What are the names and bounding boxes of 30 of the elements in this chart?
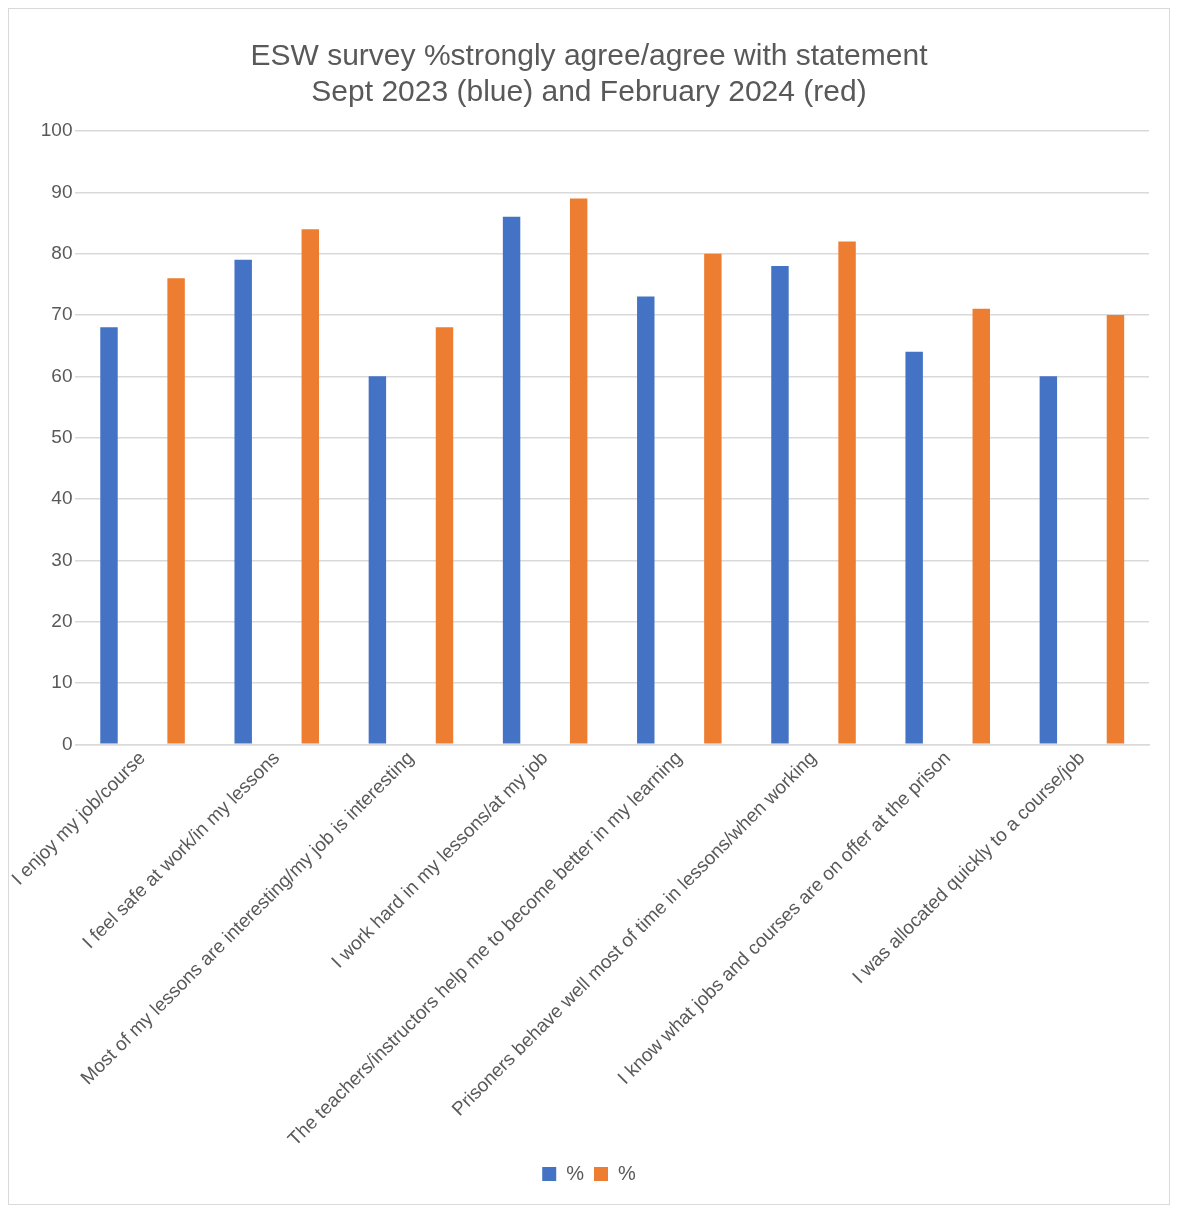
bar xyxy=(838,241,856,744)
y-tick-label: 0 xyxy=(61,732,73,754)
y-tick-label: 50 xyxy=(51,425,73,447)
y-tick-label: 20 xyxy=(51,609,73,631)
legend-label: % xyxy=(566,1161,585,1184)
y-tick-label: 60 xyxy=(51,364,73,386)
bar xyxy=(704,253,722,744)
y-tick-label: 30 xyxy=(51,548,73,570)
bar xyxy=(301,229,320,744)
bar xyxy=(1039,376,1058,744)
y-tick-label: 10 xyxy=(51,671,73,693)
y-tick-label: 80 xyxy=(51,241,73,263)
bar xyxy=(100,327,118,744)
bar xyxy=(167,278,185,744)
bar xyxy=(435,327,454,744)
chart-title: ESW survey %strongly agree/agree with statement Sept 2023 (blue) and February 2024 (red) xyxy=(250,38,929,108)
bar xyxy=(234,259,252,744)
y-tick-label: 70 xyxy=(51,303,73,325)
y-tick-label: 90 xyxy=(51,180,73,202)
y-tick-label: 100 xyxy=(40,119,73,141)
bar xyxy=(368,376,387,744)
bar xyxy=(1106,315,1125,744)
bar xyxy=(569,198,588,744)
bar xyxy=(905,351,923,744)
y-tick-label: 40 xyxy=(51,487,73,509)
legend-label: % xyxy=(618,1161,636,1184)
bar xyxy=(637,296,655,744)
bar xyxy=(502,216,521,744)
bar xyxy=(972,308,990,744)
bar xyxy=(771,265,789,744)
